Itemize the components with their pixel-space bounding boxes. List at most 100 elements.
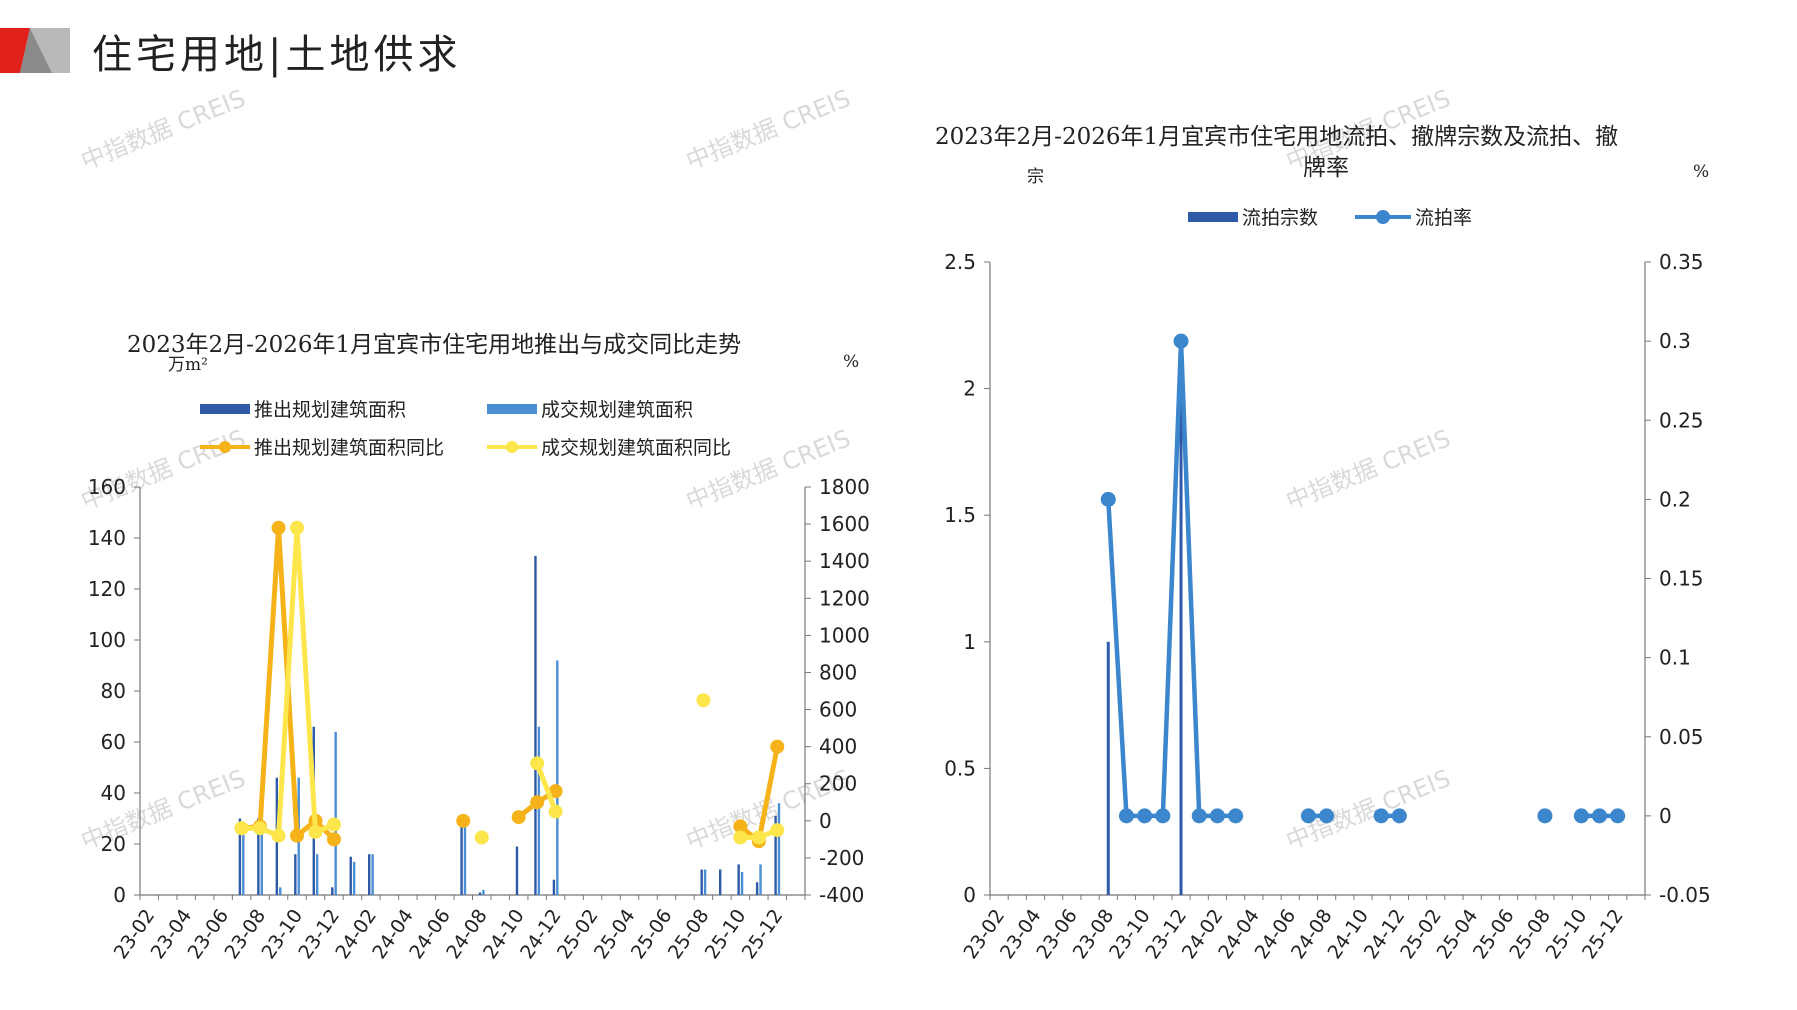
bar	[556, 660, 559, 895]
data-point	[1373, 808, 1389, 824]
chart2-right-unit: %	[1693, 162, 1710, 182]
left-tick-label: 100	[88, 628, 126, 652]
right-tick-label: 0.25	[1659, 408, 1704, 432]
header: 住宅用地|土地供求	[0, 0, 600, 80]
legend-item: 流拍宗数	[1188, 203, 1318, 230]
data-point	[253, 821, 268, 836]
data-point	[1537, 808, 1553, 824]
right-tick-label: 400	[819, 735, 857, 759]
chart2-title-line1: 2023年2月-2026年1月宜宾市住宅用地流拍、撤牌宗数及流拍、撤	[935, 124, 1619, 150]
series-line	[534, 762, 558, 813]
legend-label: 成交规划建筑面积	[541, 399, 694, 421]
data-point	[1191, 808, 1207, 824]
right-tick-label: 0.3	[1659, 329, 1691, 353]
bar	[700, 869, 703, 895]
data-point	[733, 830, 748, 845]
data-point	[326, 817, 341, 832]
right-tick-label: 1200	[819, 586, 870, 610]
bar	[703, 869, 707, 895]
left-tick-label: 1	[963, 630, 976, 654]
data-point	[548, 804, 563, 819]
chart1-left-unit: 万m²	[168, 355, 208, 375]
legend-item: 成交规划建筑面积	[487, 395, 693, 422]
bar	[537, 726, 541, 895]
bar	[334, 731, 337, 895]
bar	[1179, 388, 1183, 895]
bar	[294, 854, 297, 895]
data-point	[1610, 808, 1626, 824]
chart1-title: 2023年2月-2026年1月宜宾市住宅用地推出与成交同比走势	[127, 332, 742, 358]
data-point	[1391, 808, 1407, 824]
legend-label: 流拍宗数	[1242, 207, 1319, 229]
bar	[515, 846, 519, 895]
page-title: 住宅用地|土地供求	[92, 32, 462, 78]
data-point	[1100, 491, 1116, 507]
legend-item: 成交规划建筑面积同比	[487, 433, 731, 460]
data-point	[751, 830, 766, 845]
left-tick-label: 80	[101, 679, 126, 703]
data-point	[770, 823, 785, 838]
left-tick-label: 0	[963, 883, 976, 907]
legend-item: 推出规划建筑面积	[200, 395, 406, 422]
right-tick-label: 1400	[819, 549, 870, 573]
data-point	[548, 784, 563, 799]
left-tick-label: 20	[101, 832, 126, 856]
bar	[260, 831, 263, 895]
bar	[460, 823, 463, 895]
data-point	[1592, 808, 1608, 824]
right-tick-label: -0.05	[1659, 883, 1711, 907]
left-tick-label: 160	[88, 475, 126, 499]
legend-bar-swatch-icon	[487, 403, 537, 414]
bar	[279, 887, 282, 895]
legend-line-swatch-icon	[487, 440, 537, 453]
data-point	[271, 828, 286, 843]
legend-line-swatch-icon	[200, 440, 250, 453]
data-point	[1155, 808, 1171, 824]
data-point	[1137, 808, 1153, 824]
chart1-right-unit: %	[843, 352, 860, 372]
data-point	[308, 824, 323, 839]
data-point	[696, 693, 711, 708]
data-point	[326, 832, 341, 847]
legend-bar-swatch-icon	[1188, 211, 1238, 222]
bar	[257, 818, 260, 895]
bar	[740, 872, 744, 895]
legend-line-swatch-icon	[1355, 209, 1411, 224]
brand-logo-icon	[0, 28, 70, 73]
data-point	[1300, 808, 1316, 824]
right-tick-label: 0.15	[1659, 567, 1704, 591]
bar	[552, 879, 556, 895]
right-tick-label: 1000	[819, 623, 870, 647]
left-tick-label: 2.5	[944, 250, 976, 274]
bar	[463, 823, 467, 895]
data-point	[1173, 333, 1189, 349]
right-tick-label: 0.1	[1659, 646, 1691, 670]
right-tick-label: 1600	[819, 512, 870, 536]
right-tick-label: -400	[819, 883, 864, 907]
left-tick-label: 40	[101, 781, 126, 805]
legend-item: 推出规划建筑面积同比	[200, 433, 444, 460]
chart2-left-unit: 宗	[1027, 167, 1044, 187]
left-tick-label: 140	[88, 526, 126, 550]
data-point	[770, 739, 785, 754]
left-tick-label: 120	[88, 577, 126, 601]
bar	[242, 831, 245, 895]
bar	[238, 818, 242, 895]
data-point	[530, 795, 545, 810]
bar	[371, 854, 374, 895]
right-tick-label: 600	[819, 698, 857, 722]
left-tick-label: 1.5	[944, 503, 976, 527]
right-tick-label: 1800	[819, 475, 870, 499]
bar	[315, 854, 319, 895]
data-point	[733, 819, 748, 834]
data-point	[1118, 808, 1134, 824]
data-point	[511, 810, 526, 825]
bar	[737, 864, 740, 895]
legend-label: 流拍率	[1415, 207, 1473, 229]
data-point	[474, 830, 489, 845]
legend-label: 推出规划建筑面积	[254, 399, 407, 421]
legend-label: 成交规划建筑面积同比	[541, 437, 732, 459]
bar	[1106, 641, 1110, 895]
data-point	[290, 520, 305, 535]
